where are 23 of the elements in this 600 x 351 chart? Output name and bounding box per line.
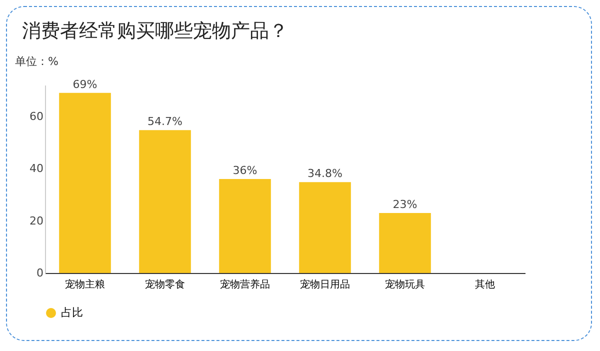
bar	[139, 130, 191, 273]
y-tick-label: 0	[36, 266, 44, 280]
y-tick-label: 60	[30, 110, 44, 123]
x-tick-label: 宠物营养品	[220, 278, 270, 290]
chart-title: 消费者经常购买哪些宠物产品？	[22, 19, 288, 44]
x-tick-label: 其他	[475, 278, 495, 290]
y-axis-title: 单位：%	[15, 54, 58, 68]
y-tick-label: 40	[30, 162, 44, 176]
y-tick-label: 20	[30, 214, 44, 228]
text: 36%	[232, 164, 258, 177]
text: 54.7%	[148, 115, 182, 128]
text: 69%	[72, 78, 98, 91]
bar	[299, 182, 351, 273]
x-tick-label: 宠物日用品	[300, 278, 350, 290]
x-tick-label: 宠物主粮	[65, 278, 105, 290]
bar	[219, 179, 271, 273]
text: 23%	[392, 198, 418, 211]
x-tick-label: 宠物玩具	[385, 278, 425, 290]
legend-label: 占比	[61, 306, 83, 319]
bar	[59, 92, 111, 273]
bar	[379, 212, 431, 273]
text: 34.8%	[308, 167, 342, 180]
x-tick-label: 宠物零食	[145, 278, 185, 290]
